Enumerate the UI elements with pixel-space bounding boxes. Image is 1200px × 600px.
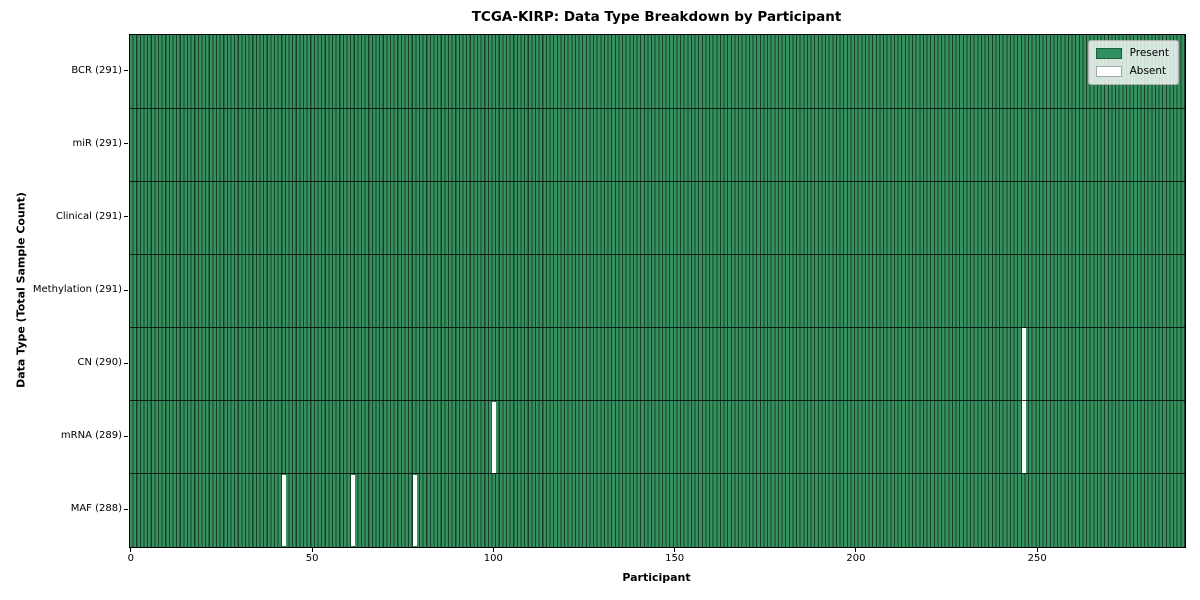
- legend: Present Absent: [1087, 40, 1179, 85]
- legend-label-present: Present: [1129, 47, 1169, 59]
- x-tick-label: 200: [846, 553, 866, 564]
- x-axis-label: Participant: [622, 571, 691, 584]
- row-separator: [130, 400, 1185, 402]
- y-tick-label: Clinical (291): [55, 210, 122, 222]
- y-tick-mark: [124, 143, 128, 145]
- row-separator: [130, 327, 1185, 329]
- y-tick-label: CN (290): [77, 357, 122, 369]
- legend-entry-present: Present: [1095, 47, 1169, 60]
- x-tick-label: 100: [483, 553, 503, 564]
- legend-swatch-present-icon: [1095, 48, 1122, 59]
- absent-marker: [412, 474, 417, 547]
- row-separator: [130, 253, 1185, 255]
- legend-label-absent: Absent: [1129, 65, 1167, 77]
- x-tick-label: 50: [305, 553, 319, 564]
- absent-marker: [492, 401, 497, 473]
- y-tick-label: BCR (291): [71, 64, 122, 76]
- x-tick-label: 250: [1027, 553, 1047, 564]
- row-separator: [130, 180, 1185, 182]
- x-tick-label: 150: [665, 553, 685, 564]
- y-tick-mark: [124, 362, 128, 364]
- x-tick-mark: [492, 548, 494, 552]
- y-tick-mark: [124, 435, 128, 437]
- x-tick-mark: [855, 548, 857, 552]
- x-tick-mark: [311, 548, 313, 552]
- x-tick-mark: [130, 548, 132, 552]
- x-tick-mark: [674, 548, 676, 552]
- legend-entry-absent: Absent: [1095, 65, 1169, 78]
- legend-swatch-absent-icon: [1095, 66, 1122, 77]
- y-tick-mark: [124, 289, 128, 291]
- chart-title: TCGA-KIRP: Data Type Breakdown by Partic…: [471, 9, 842, 25]
- absent-marker: [282, 474, 287, 547]
- y-tick-mark: [124, 70, 128, 72]
- absent-marker: [350, 474, 355, 547]
- y-tick-label: Methylation (291): [32, 284, 122, 295]
- y-tick-mark: [124, 216, 128, 218]
- y-tick-mark: [124, 508, 128, 510]
- row-separator: [130, 473, 1185, 475]
- row-separator: [130, 107, 1185, 109]
- y-tick-label: mRNA (289): [60, 430, 122, 442]
- y-tick-label: miR (291): [72, 137, 122, 149]
- y-tick-label: MAF (288): [70, 503, 122, 515]
- plot-area: Present Absent: [129, 34, 1186, 548]
- x-tick-mark: [1036, 548, 1038, 552]
- x-tick-label: 0: [127, 553, 134, 564]
